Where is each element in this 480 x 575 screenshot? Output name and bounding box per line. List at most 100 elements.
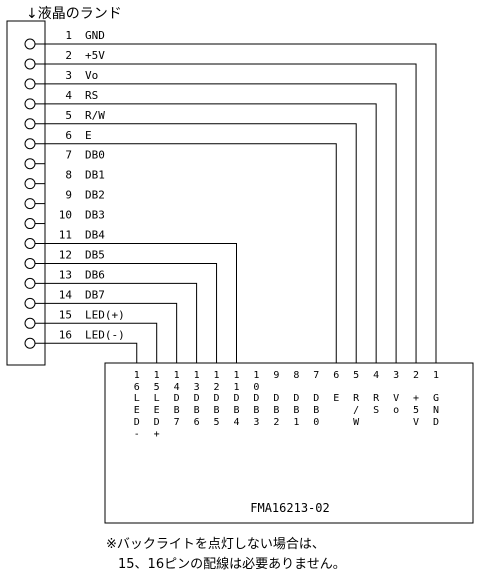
module-pin-number: 9: [271, 370, 282, 382]
module-pin-label: R/W: [351, 393, 362, 429]
module-name: FMA16213-02: [250, 501, 329, 515]
wire: [35, 43, 437, 363]
module-pin-label: +5V: [411, 393, 422, 429]
module-pin-number: 13: [191, 370, 202, 394]
module-box: [104, 362, 474, 524]
module-pin-number: 11: [231, 370, 242, 394]
title: ↓液晶のランド: [26, 6, 122, 22]
pin-name: DB6: [85, 268, 105, 281]
pin-name: DB7: [85, 288, 105, 301]
module-pin-label: Vo: [391, 393, 402, 417]
module-pin-number: 7: [311, 370, 322, 382]
wire: [35, 243, 237, 363]
pin-number: 1: [65, 29, 72, 42]
wire: [35, 143, 337, 363]
pin-name: DB3: [85, 209, 105, 222]
pin-number: 7: [65, 149, 72, 162]
module-pin-number: 10: [251, 370, 262, 394]
pin-pad: [24, 218, 36, 230]
pin-name: DB2: [85, 189, 105, 202]
pin-pad: [24, 58, 36, 70]
module-pin-label: DB6: [191, 393, 202, 429]
pin-pad: [24, 277, 36, 289]
wire: [35, 282, 198, 363]
pin-number: 15: [59, 308, 72, 321]
pin-number: 5: [65, 109, 72, 122]
pin-pad: [24, 238, 36, 249]
module-pin-label: DB1: [291, 393, 302, 429]
pin-number: 14: [59, 288, 73, 301]
module-pin-number: 5: [351, 370, 362, 382]
pin-number: 16: [59, 328, 72, 341]
module-pin-label: DB4: [231, 393, 242, 429]
wire: [35, 123, 357, 363]
pin-pad: [24, 317, 36, 329]
pin-pad: [24, 257, 36, 269]
pin-pad: [24, 297, 36, 309]
pin-pad: [24, 38, 36, 50]
pin-number: 11: [59, 229, 72, 242]
module-pin-label: GND: [431, 393, 442, 429]
pin-name: GND: [85, 29, 105, 42]
module-pin-label: DB0: [311, 393, 322, 429]
pin-number: 9: [65, 189, 72, 202]
pin-number: 6: [65, 129, 72, 142]
pin-pad: [24, 138, 36, 150]
module-pin-number: 16: [131, 370, 142, 394]
pin-name: DB0: [85, 149, 105, 162]
module-pin-number: 2: [411, 370, 422, 382]
module-pin-number: 4: [371, 370, 382, 382]
module-pin-number: 1: [431, 370, 442, 382]
note: 15、16ピンの配線は必要ありません。: [118, 556, 346, 572]
pin-name: R/W: [85, 109, 105, 122]
wire: [35, 262, 218, 363]
wire: [35, 302, 178, 363]
pin-pad: [24, 98, 36, 110]
module-pin-label: LED-: [131, 393, 142, 441]
pin-name: DB5: [85, 248, 105, 261]
module-pin-label: RS: [371, 393, 382, 417]
module-pin-label: E: [331, 393, 342, 405]
note: ※バックライトを点灯しない場合は、: [106, 537, 325, 552]
module-pin-label: LED+: [151, 393, 162, 441]
pin-name: LED(+): [85, 308, 125, 321]
pin-name: LED(-): [85, 328, 125, 341]
wire: [35, 83, 397, 363]
pin-pad: [24, 198, 36, 210]
wire: [35, 63, 417, 363]
pin-number: 3: [65, 69, 72, 82]
pin-name: DB1: [85, 169, 105, 182]
pin-pad: [24, 78, 36, 90]
module-pin-number: 8: [291, 370, 302, 382]
pin-name: RS: [85, 89, 98, 102]
pin-number: 12: [59, 248, 72, 261]
pin-pad: [24, 118, 36, 130]
module-pin-number: 6: [331, 370, 342, 382]
pin-name: Vo: [85, 69, 98, 82]
module-pin-number: 12: [211, 370, 222, 394]
pin-name: E: [85, 129, 92, 142]
module-pin-number: 14: [171, 370, 182, 394]
pin-number: 13: [59, 268, 72, 281]
pin-name: DB4: [85, 229, 105, 242]
wire: [35, 322, 158, 363]
pin-pad: [24, 158, 36, 170]
module-pin-label: DB5: [211, 393, 222, 429]
module-pin-label: DB7: [171, 393, 182, 429]
pin-number: 4: [65, 89, 72, 102]
wire: [35, 103, 377, 363]
pin-number: 2: [65, 49, 72, 62]
pin-number: 10: [59, 209, 72, 222]
pin-pad: [24, 337, 36, 349]
pin-pad: [24, 178, 36, 190]
pin-number: 8: [65, 169, 72, 182]
module-pin-number: 15: [151, 370, 162, 394]
module-pin-label: DB3: [251, 393, 262, 429]
pin-name: +5V: [85, 49, 105, 62]
wire: [35, 342, 138, 363]
lcd-land: [6, 20, 46, 366]
module-pin-label: DB2: [271, 393, 282, 429]
module-pin-number: 3: [391, 370, 402, 382]
